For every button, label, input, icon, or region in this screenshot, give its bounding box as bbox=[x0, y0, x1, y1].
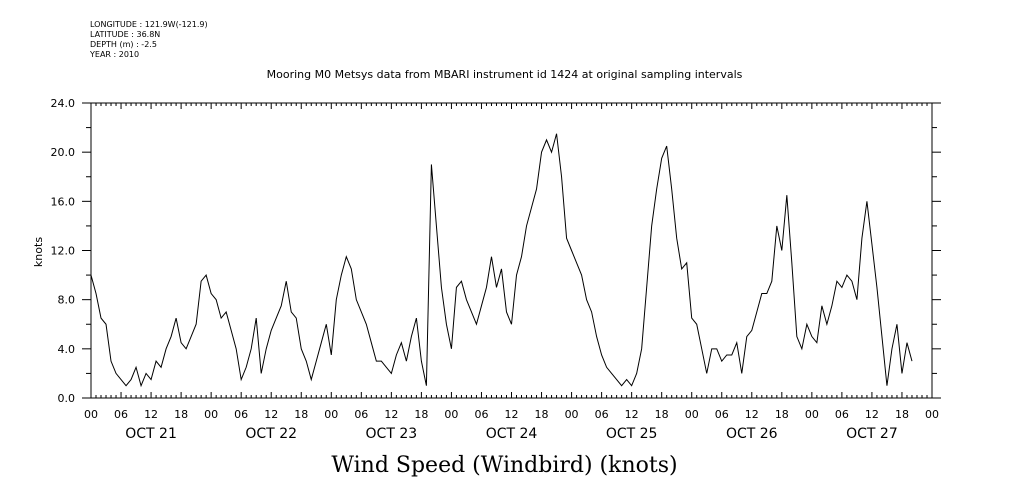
x-tick-label: 00 bbox=[444, 408, 458, 421]
x-tick-label: 00 bbox=[324, 408, 338, 421]
day-label: OCT 24 bbox=[486, 426, 538, 442]
x-tick-label: 12 bbox=[264, 408, 278, 421]
x-tick-label: 00 bbox=[805, 408, 819, 421]
depth-label: DEPTH (m) : -2.5 bbox=[90, 40, 157, 49]
x-tick-label: 18 bbox=[655, 408, 669, 421]
year-label: YEAR : 2010 bbox=[90, 50, 140, 59]
x-tick-label: 12 bbox=[144, 408, 158, 421]
y-tick-label: 12.0 bbox=[51, 245, 76, 258]
day-labels: OCT 21 OCT 22 OCT 23 OCT 24 OCT 25 OCT 26 OCT … bbox=[125, 426, 897, 442]
x-tick-label: 06 bbox=[234, 408, 248, 421]
x-tick-label: 06 bbox=[715, 408, 729, 421]
latitude-label: LATITUDE : 36.8N bbox=[90, 30, 161, 39]
x-tick-label: 00 bbox=[685, 408, 699, 421]
y-tick-label: 0.0 bbox=[58, 392, 76, 405]
x-tick-label: 18 bbox=[895, 408, 909, 421]
y-tick-label: 24.0 bbox=[51, 97, 76, 110]
chart-title: Mooring M0 Metsys data from MBARI instru… bbox=[266, 68, 743, 81]
x-tick-label: 12 bbox=[505, 408, 519, 421]
y-tick-label: 4.0 bbox=[58, 343, 76, 356]
longitude-label: LONGITUDE : 121.9W(-121.9) bbox=[90, 20, 208, 29]
x-tick-label: 18 bbox=[414, 408, 428, 421]
day-label: OCT 26 bbox=[726, 426, 778, 442]
x-tick-label: 00 bbox=[925, 408, 939, 421]
x-tick-label: 18 bbox=[294, 408, 308, 421]
day-label: OCT 27 bbox=[846, 426, 898, 442]
axis-ticks bbox=[82, 102, 941, 399]
x-tick-label: 06 bbox=[474, 408, 488, 421]
x-tick-label: 18 bbox=[775, 408, 789, 421]
day-label: OCT 25 bbox=[606, 426, 658, 442]
day-label: OCT 23 bbox=[366, 426, 418, 442]
y-axis-label: knots bbox=[32, 237, 45, 267]
wind-speed-line bbox=[90, 133, 913, 388]
x-tick-label: 18 bbox=[174, 408, 188, 421]
y-tick-label: 8.0 bbox=[58, 294, 76, 307]
x-tick-label: 12 bbox=[865, 408, 879, 421]
x-tick-label: 00 bbox=[84, 408, 98, 421]
x-tick-label: 00 bbox=[204, 408, 218, 421]
x-tick-label: 06 bbox=[595, 408, 609, 421]
footer-title: Wind Speed (Windbird) (knots) bbox=[331, 453, 678, 478]
x-tick-label: 12 bbox=[384, 408, 398, 421]
x-tick-label: 06 bbox=[354, 408, 368, 421]
x-tick-label: 06 bbox=[835, 408, 849, 421]
y-tick-label: 20.0 bbox=[51, 146, 76, 159]
day-label: OCT 22 bbox=[245, 426, 297, 442]
x-tick-label: 06 bbox=[114, 408, 128, 421]
plot-frame bbox=[90, 102, 933, 399]
location-metadata: LONGITUDE : 121.9W(-121.9) LATITUDE : 36… bbox=[90, 20, 208, 60]
day-label: OCT 21 bbox=[125, 426, 177, 442]
y-tick-labels: 0.0 4.0 8.0 12.0 16.0 20.0 24.0 bbox=[51, 97, 76, 405]
x-tick-label: 18 bbox=[535, 408, 549, 421]
x-tick-labels: 00 06 12 18 00 06 12 18 00 06 12 18 00 06 12 18 00 06 12 18… bbox=[84, 408, 939, 421]
x-tick-label: 00 bbox=[565, 408, 579, 421]
x-tick-label: 12 bbox=[625, 408, 639, 421]
x-tick-label: 12 bbox=[745, 408, 759, 421]
y-tick-label: 16.0 bbox=[51, 195, 76, 208]
